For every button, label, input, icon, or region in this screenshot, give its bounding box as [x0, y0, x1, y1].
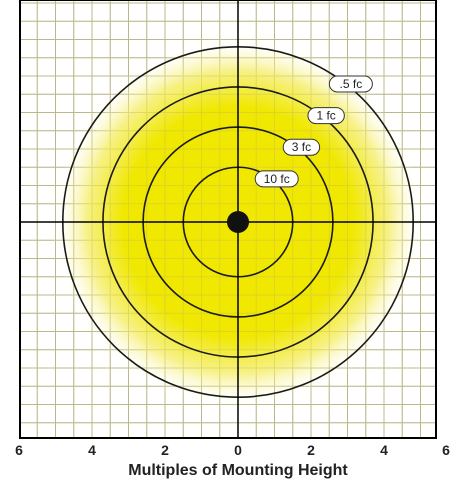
luminaire-center-dot	[227, 211, 249, 233]
x-tick-label: 2	[161, 442, 169, 458]
plot-frame	[19, 0, 437, 439]
contour-labels: 10 fc 3 fc 1 fc .5 fc	[254, 75, 373, 188]
contour-label: 3 fc	[292, 140, 311, 154]
x-tick-label: 6	[442, 442, 450, 458]
contour-label: 1 fc	[316, 109, 335, 123]
x-axis-label: Multiples of Mounting Height	[128, 462, 348, 479]
contour-label: .5 fc	[340, 77, 363, 91]
contour-label-badge	[254, 170, 299, 188]
contour-label: 10 fc	[264, 172, 290, 186]
x-tick-labels: 6 4 2 0 2 4 6	[15, 442, 450, 458]
x-tick-label: 4	[88, 442, 96, 458]
contour-label-badge	[307, 107, 345, 125]
contour-label-badge	[328, 75, 373, 93]
x-tick-label: 2	[307, 442, 315, 458]
x-tick-label: 6	[15, 442, 23, 458]
contour-label-badge	[282, 138, 321, 156]
x-tick-label: 0	[234, 442, 242, 458]
x-tick-label: 4	[380, 442, 388, 458]
